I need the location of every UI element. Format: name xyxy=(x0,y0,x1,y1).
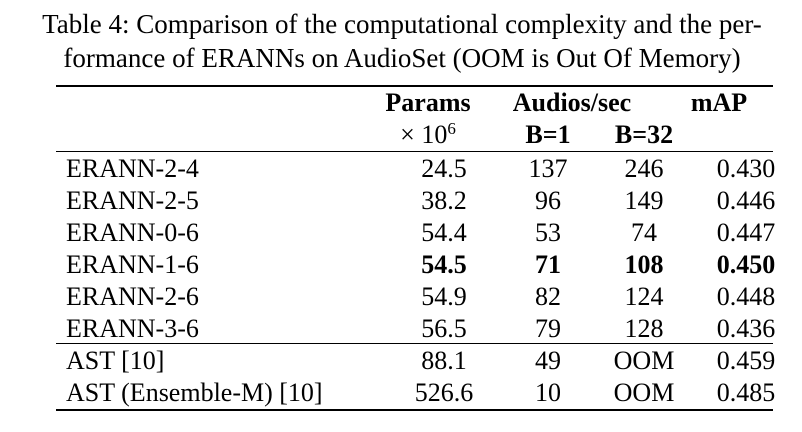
cell-params: 56.5 xyxy=(421,314,467,343)
cell-b32: 128 xyxy=(624,314,664,343)
cell-map: 0.459 xyxy=(716,346,776,375)
caption-line-1: Table 4: Comparison of the computational… xyxy=(42,9,762,39)
cell-model: ERANN-2-4 xyxy=(66,154,199,183)
cell-params: 54.4 xyxy=(421,218,467,247)
cell-b32: 74 xyxy=(631,218,657,247)
table-row: ERANN-2-4 24.5 137 246 0.430 xyxy=(56,153,775,185)
table-row: ERANN-2-5 38.2 96 149 0.446 xyxy=(56,185,775,217)
cell-params: 526.6 xyxy=(414,378,474,407)
cell-model: ERANN-2-6 xyxy=(66,282,199,311)
cell-model: ERANN-3-6 xyxy=(66,314,199,343)
top-rule xyxy=(56,85,773,87)
cell-b1: 79 xyxy=(535,314,561,343)
table-row: ERANN-2-6 54.9 82 124 0.448 xyxy=(56,281,775,313)
params-unit-exponent: 6 xyxy=(447,119,456,138)
table-row: AST (Ensemble-M) [10] 526.6 10 OOM 0.485 xyxy=(56,377,775,409)
cell-model: ERANN-0-6 xyxy=(66,218,199,247)
cell-map: 0.447 xyxy=(716,218,776,247)
cell-params: 38.2 xyxy=(421,186,467,215)
header-params-unit: × 106 xyxy=(384,120,472,150)
cell-b1: 96 xyxy=(535,186,561,215)
cell-params: 24.5 xyxy=(421,154,467,183)
cell-b32: OOM xyxy=(613,346,675,375)
cell-b1: 137 xyxy=(528,154,568,183)
header-map: mAP xyxy=(690,88,748,117)
header-rule xyxy=(56,151,773,152)
header-audios-per-sec: Audios/sec xyxy=(512,88,632,117)
cell-b1: 82 xyxy=(535,282,561,311)
params-unit-text: × 10 xyxy=(400,120,448,149)
cell-map: 0.436 xyxy=(716,314,776,343)
cell-map: 0.430 xyxy=(716,154,776,183)
table-row: ERANN-3-6 56.5 79 128 0.436 xyxy=(56,313,775,345)
cell-b32: 108 xyxy=(624,250,664,279)
cell-b32: 149 xyxy=(624,186,664,215)
cell-model: AST [10] xyxy=(66,346,165,375)
cell-b32: 124 xyxy=(624,282,664,311)
cell-params: 54.9 xyxy=(421,282,467,311)
cell-b1: 71 xyxy=(535,250,561,279)
header-params: Params xyxy=(385,88,471,117)
cell-params: 88.1 xyxy=(421,346,467,375)
header-b1: B=1 xyxy=(525,120,571,149)
cell-map: 0.485 xyxy=(716,378,776,407)
cell-map: 0.446 xyxy=(716,186,776,215)
cell-params: 54.5 xyxy=(421,250,467,279)
cell-b32: OOM xyxy=(613,378,675,407)
table-caption: Table 4: Comparison of the computational… xyxy=(10,7,794,75)
section-rule xyxy=(56,343,773,344)
cell-map: 0.450 xyxy=(716,250,776,279)
table-row: AST [10] 88.1 49 OOM 0.459 xyxy=(56,345,775,377)
table-row-best: ERANN-1-6 54.5 71 108 0.450 xyxy=(56,249,775,281)
cell-b1: 10 xyxy=(535,378,561,407)
bottom-rule xyxy=(56,409,773,411)
cell-model: ERANN-1-6 xyxy=(66,250,199,279)
cell-b32: 246 xyxy=(624,154,664,183)
caption-line-2: formance of ERANNs on AudioSet (OOM is O… xyxy=(63,43,741,73)
table-row: ERANN-0-6 54.4 53 74 0.447 xyxy=(56,217,775,249)
cell-model: AST (Ensemble-M) [10] xyxy=(66,378,323,407)
cell-b1: 49 xyxy=(535,346,561,375)
cell-map: 0.448 xyxy=(716,282,776,311)
cell-model: ERANN-2-5 xyxy=(66,186,199,215)
cell-b1: 53 xyxy=(535,218,561,247)
header-b32: B=32 xyxy=(614,120,674,149)
